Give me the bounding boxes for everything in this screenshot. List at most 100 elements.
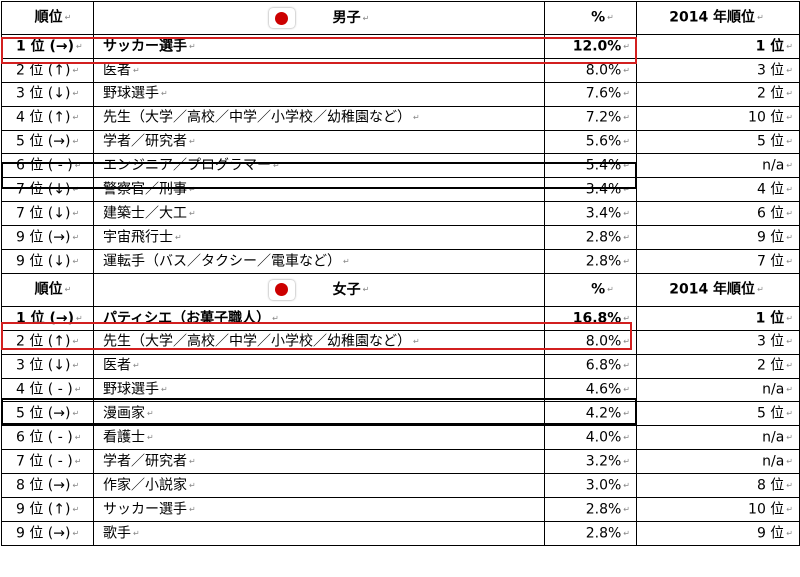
rank-cell: 9 位 (↑) ↵ (1, 497, 94, 522)
rank-cell: 6 位 ( - ) ↵ (1, 153, 94, 179)
job-cell: サッカー選手 ↵ (93, 34, 545, 59)
percent-cell: 4.6% ↵ (544, 377, 637, 403)
rank-cell: 7 位 ( - ) ↵ (1, 449, 94, 475)
prev-rank-cell: n/a ↵ (636, 377, 800, 403)
percent-cell: 2.8% ↵ (544, 497, 637, 522)
girls-header: 女子 ↵ (93, 272, 545, 307)
percent-cell: 2.8% ↵ (544, 520, 637, 546)
job-cell: 医者 ↵ (93, 353, 545, 379)
prev-rank-cell: 5 位 ↵ (636, 401, 800, 427)
boys-header-row: 順位 ↵ 男子 ↵ % ↵ 2014 年順位 ↵ (1, 1, 800, 35)
percent-cell: 4.0% ↵ (544, 425, 637, 451)
table-row: 6 位 ( - ) ↵ エンジニア／プログラマー ↵ 5.4% ↵ n/a ↵ (1, 153, 800, 179)
rank-cell: 4 位 (↑) ↵ (1, 105, 94, 131)
job-ranking-table: 順位 ↵ 男子 ↵ % ↵ 2014 年順位 ↵ 1 位 (→) ↵ サッカー選手 ↵ 12.0… (1, 1, 800, 546)
prev-rank-cell: 7 位 ↵ (636, 249, 800, 274)
rank-cell: 1 位 (→) ↵ (1, 34, 94, 59)
percent-cell: 2.8% ↵ (544, 249, 637, 274)
girls-label: 女子 (332, 281, 361, 298)
job-cell: パティシエ（お菓子職人） ↵ (93, 305, 545, 331)
japan-flag-icon (268, 279, 295, 300)
flag-sun (275, 283, 289, 297)
prev-rank-cell: n/a ↵ (636, 449, 800, 475)
percent-cell: 4.2% ↵ (544, 401, 637, 427)
prev-rank-cell: 3 位 ↵ (636, 57, 800, 83)
rank-header: 順位 ↵ (1, 272, 94, 307)
job-cell: エンジニア／プログラマー ↵ (93, 153, 545, 179)
table-row: 4 位 ( - ) ↵ 野球選手 ↵ 4.6% ↵ n/a ↵ (1, 377, 800, 403)
job-cell: 学者／研究者 ↵ (93, 129, 545, 155)
job-cell: 漫画家 ↵ (93, 401, 545, 427)
job-cell: 野球選手 ↵ (93, 377, 545, 403)
table-row: 9 位 (→) ↵ 歌手 ↵ 2.8% ↵ 9 位 ↵ (1, 520, 800, 546)
rank-cell: 5 位 (→) ↵ (1, 129, 94, 155)
job-cell: 看護士 ↵ (93, 425, 545, 451)
rank-cell: 9 位 (→) ↵ (1, 225, 94, 251)
percent-header: % ↵ (544, 1, 637, 35)
table-row: 9 位 (↓) ↵ 運転手（バス／タクシー／電車など） ↵ 2.8% ↵ 7 位 ↵ (1, 249, 800, 274)
prev-rank-header: 2014 年順位 ↵ (636, 1, 800, 35)
percent-cell: 3.4% ↵ (544, 177, 637, 203)
boys-header: 男子 ↵ (93, 1, 545, 35)
job-cell: 医者 ↵ (93, 57, 545, 83)
percent-cell: 3.2% ↵ (544, 449, 637, 475)
japan-flag-icon (268, 8, 295, 28)
prev-rank-cell: 3 位 ↵ (636, 329, 800, 355)
job-cell: 運転手（バス／タクシー／電車など） ↵ (93, 249, 545, 274)
prev-rank-cell: 4 位 ↵ (636, 177, 800, 203)
job-cell: 警察官／刑事 ↵ (93, 177, 545, 203)
table-row: 8 位 (→) ↵ 作家／小説家 ↵ 3.0% ↵ 8 位 ↵ (1, 473, 800, 499)
table-row: 6 位 ( - ) ↵ 看護士 ↵ 4.0% ↵ n/a ↵ (1, 425, 800, 451)
percent-cell: 2.8% ↵ (544, 225, 637, 251)
job-cell: 先生（大学／高校／中学／小学校／幼稚園など） ↵ (93, 105, 545, 131)
prev-rank-cell: 2 位 ↵ (636, 81, 800, 107)
table-row: 1 位 (→) ↵ パティシエ（お菓子職人） ↵ 16.8% ↵ 1 位 ↵ (1, 305, 800, 331)
job-cell: サッカー選手 ↵ (93, 497, 545, 522)
prev-rank-cell: 6 位 ↵ (636, 201, 800, 227)
table-body: 順位 ↵ 男子 ↵ % ↵ 2014 年順位 ↵ 1 位 (→) ↵ サッカー選手 ↵ 12.0… (1, 1, 800, 546)
prev-rank-cell: n/a ↵ (636, 153, 800, 179)
flag-sun (275, 11, 289, 25)
table-row: 7 位 (↓) ↵ 建築士／大工 ↵ 3.4% ↵ 6 位 ↵ (1, 201, 800, 227)
table-row: 7 位 (↓) ↵ 警察官／刑事 ↵ 3.4% ↵ 4 位 ↵ (1, 177, 800, 203)
table-row: 5 位 (→) ↵ 学者／研究者 ↵ 5.6% ↵ 5 位 ↵ (1, 129, 800, 155)
percent-cell: 5.4% ↵ (544, 153, 637, 179)
prev-rank-cell: 1 位 ↵ (636, 305, 800, 331)
table-row: 9 位 (→) ↵ 宇宙飛行士 ↵ 2.8% ↵ 9 位 ↵ (1, 225, 800, 251)
percent-cell: 7.2% ↵ (544, 105, 637, 131)
rank-cell: 6 位 ( - ) ↵ (1, 425, 94, 451)
prev-rank-cell: 5 位 ↵ (636, 129, 800, 155)
table-row: 4 位 (↑) ↵ 先生（大学／高校／中学／小学校／幼稚園など） ↵ 7.2% ↵ 10 位… (1, 105, 800, 131)
percent-cell: 3.0% ↵ (544, 473, 637, 499)
percent-cell: 3.4% ↵ (544, 201, 637, 227)
table-row: 9 位 (↑) ↵ サッカー選手 ↵ 2.8% ↵ 10 位 ↵ (1, 497, 800, 522)
table-row: 3 位 (↓) ↵ 野球選手 ↵ 7.6% ↵ 2 位 ↵ (1, 81, 800, 107)
prev-rank-cell: 8 位 ↵ (636, 473, 800, 499)
boys-label: 男子 (332, 10, 361, 26)
rank-cell: 3 位 (↓) ↵ (1, 81, 94, 107)
percent-cell: 6.8% ↵ (544, 353, 637, 379)
prev-rank-cell: 10 位 ↵ (636, 105, 800, 131)
job-cell: 宇宙飛行士 ↵ (93, 225, 545, 251)
rank-cell: 4 位 ( - ) ↵ (1, 377, 94, 403)
job-cell: 野球選手 ↵ (93, 81, 545, 107)
job-cell: 学者／研究者 ↵ (93, 449, 545, 475)
percent-header: % ↵ (544, 272, 637, 307)
rank-cell: 5 位 (→) ↵ (1, 401, 94, 427)
percent-cell: 5.6% ↵ (544, 129, 637, 155)
rank-cell: 2 位 (↑) ↵ (1, 57, 94, 83)
prev-rank-cell: 9 位 ↵ (636, 225, 800, 251)
rank-cell: 3 位 (↓) ↵ (1, 353, 94, 379)
rank-cell: 9 位 (→) ↵ (1, 520, 94, 546)
prev-rank-cell: 1 位 ↵ (636, 34, 800, 59)
job-cell: 歌手 ↵ (93, 520, 545, 546)
percent-cell: 16.8% ↵ (544, 305, 637, 331)
percent-cell: 8.0% ↵ (544, 329, 637, 355)
job-cell: 建築士／大工 ↵ (93, 201, 545, 227)
prev-rank-header: 2014 年順位 ↵ (636, 272, 800, 307)
girls-header-row: 順位 ↵ 女子 ↵ % ↵ 2014 年順位 ↵ (1, 272, 800, 307)
prev-rank-cell: 2 位 ↵ (636, 353, 800, 379)
percent-cell: 12.0% ↵ (544, 34, 637, 59)
prev-rank-cell: n/a ↵ (636, 425, 800, 451)
